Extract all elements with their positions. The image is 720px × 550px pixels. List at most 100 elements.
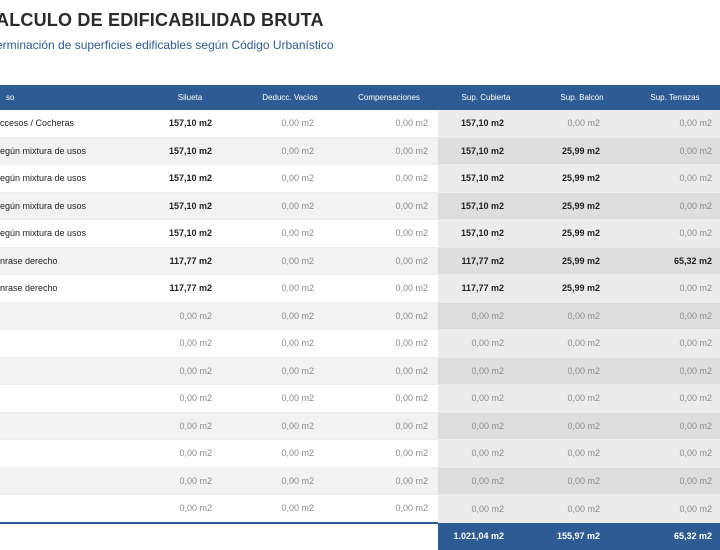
cell-silueta: 0,00 m2: [140, 357, 240, 385]
cell-deducc-vacios: 0,00 m2: [240, 412, 340, 440]
cell-deducc-vacios: 0,00 m2: [240, 494, 340, 523]
cell-sup-balcon: 25,99 m2: [534, 137, 630, 165]
cell-uso: nrase derecho: [0, 274, 140, 303]
column-header-uso: so: [0, 85, 140, 110]
cell-uso: egún mixtura de usos: [0, 192, 140, 220]
cell-sup-balcon: 25,99 m2: [534, 274, 630, 303]
cell-uso: [0, 439, 140, 468]
cell-deducc-vacios: 0,00 m2: [240, 192, 340, 220]
cell-sup-terrazas: 0,00 m2: [630, 274, 720, 303]
cell-silueta: 0,00 m2: [140, 439, 240, 468]
table-row: 0,00 m2 0,00 m2 0,00 m2 0,00 m2 0,00 m2 0,00 …: [0, 467, 720, 495]
cell-sup-cubierta: 0,00 m2: [438, 302, 534, 330]
cell-uso: [0, 494, 140, 523]
cell-deducc-vacios: 0,00 m2: [240, 247, 340, 275]
table-row: ccesos / Cocheras 157,10 m2 0,00 m2 0,00 m2…: [0, 110, 720, 138]
table-row: nrase derecho 117,77 m2 0,00 m2 0,00 m2 117,…: [0, 274, 720, 303]
cell-deducc-vacios: 0,00 m2: [240, 137, 340, 165]
column-header-deducc-vacios: Deducc. Vacíos: [240, 85, 340, 110]
cell-sup-terrazas: 0,00 m2: [630, 494, 720, 523]
table-row: 0,00 m2 0,00 m2 0,00 m2 0,00 m2 0,00 m2 0,00 …: [0, 412, 720, 440]
cell-sup-balcon: 25,99 m2: [534, 219, 630, 248]
cell-sup-cubierta: 117,77 m2: [438, 247, 534, 275]
cell-sup-cubierta: 0,00 m2: [438, 494, 534, 523]
totals-spacer: [0, 521, 140, 550]
cell-silueta: 0,00 m2: [140, 302, 240, 330]
cell-silueta: 117,77 m2: [140, 274, 240, 303]
cell-sup-balcon: 0,00 m2: [534, 439, 630, 468]
cell-sup-terrazas: 0,00 m2: [630, 412, 720, 440]
cell-sup-balcon: 0,00 m2: [534, 302, 630, 330]
cell-sup-balcon: 0,00 m2: [534, 412, 630, 440]
cell-compensaciones: 0,00 m2: [340, 384, 438, 413]
cell-deducc-vacios: 0,00 m2: [240, 302, 340, 330]
page-title: ALCULO DE EDIFICABILIDAD BRUTA: [0, 10, 324, 30]
cell-compensaciones: 0,00 m2: [340, 357, 438, 385]
cell-sup-terrazas: 0,00 m2: [630, 137, 720, 165]
cell-sup-balcon: 0,00 m2: [534, 329, 630, 358]
cell-sup-cubierta: 0,00 m2: [438, 412, 534, 440]
cell-sup-cubierta: 157,10 m2: [438, 110, 534, 138]
cell-uso: [0, 357, 140, 385]
cell-sup-terrazas: 0,00 m2: [630, 192, 720, 220]
cell-sup-terrazas: 0,00 m2: [630, 384, 720, 413]
cell-sup-cubierta: 0,00 m2: [438, 384, 534, 413]
table-row: 0,00 m2 0,00 m2 0,00 m2 0,00 m2 0,00 m2 0,00 …: [0, 439, 720, 468]
cell-uso: [0, 302, 140, 330]
total-sup-terrazas: 65,32 m2: [630, 522, 720, 550]
cell-sup-balcon: 0,00 m2: [534, 467, 630, 495]
cell-sup-balcon: 25,99 m2: [534, 247, 630, 275]
table-row: egún mixtura de usos 157,10 m2 0,00 m2 0,00…: [0, 192, 720, 220]
cell-deducc-vacios: 0,00 m2: [240, 219, 340, 248]
table-totals-row: 1.021,04 m2 155,97 m2 65,32 m2: [0, 521, 720, 550]
cell-sup-cubierta: 117,77 m2: [438, 274, 534, 303]
table-row: 0,00 m2 0,00 m2 0,00 m2 0,00 m2 0,00 m2 0,00 …: [0, 302, 720, 330]
cell-compensaciones: 0,00 m2: [340, 247, 438, 275]
table-row: nrase derecho 117,77 m2 0,00 m2 0,00 m2 117,…: [0, 247, 720, 275]
cell-compensaciones: 0,00 m2: [340, 274, 438, 303]
cell-uso: egún mixtura de usos: [0, 219, 140, 248]
column-header-sup-balcon: Sup. Balcón: [534, 85, 630, 110]
cell-sup-cubierta: 0,00 m2: [438, 439, 534, 468]
cell-compensaciones: 0,00 m2: [340, 494, 438, 523]
cell-sup-terrazas: 0,00 m2: [630, 302, 720, 330]
cell-compensaciones: 0,00 m2: [340, 302, 438, 330]
edificabilidad-table: so Silueta Deducc. Vacíos Compensaciones Sup…: [0, 85, 720, 550]
table-row: egún mixtura de usos 157,10 m2 0,00 m2 0,00…: [0, 164, 720, 193]
cell-uso: egún mixtura de usos: [0, 164, 140, 193]
cell-compensaciones: 0,00 m2: [340, 467, 438, 495]
cell-sup-cubierta: 157,10 m2: [438, 192, 534, 220]
table-row: 0,00 m2 0,00 m2 0,00 m2 0,00 m2 0,00 m2 0,00 …: [0, 494, 720, 523]
cell-uso: nrase derecho: [0, 247, 140, 275]
table-row: 0,00 m2 0,00 m2 0,00 m2 0,00 m2 0,00 m2 0,00 …: [0, 357, 720, 385]
cell-sup-balcon: 0,00 m2: [534, 494, 630, 523]
cell-sup-cubierta: 0,00 m2: [438, 467, 534, 495]
cell-deducc-vacios: 0,00 m2: [240, 439, 340, 468]
cell-silueta: 157,10 m2: [140, 192, 240, 220]
cell-sup-terrazas: 0,00 m2: [630, 467, 720, 495]
cell-deducc-vacios: 0,00 m2: [240, 110, 340, 138]
column-header-silueta: Silueta: [140, 85, 240, 110]
cell-compensaciones: 0,00 m2: [340, 137, 438, 165]
column-header-sup-cubierta: Sup. Cubierta: [438, 85, 534, 110]
cell-silueta: 117,77 m2: [140, 247, 240, 275]
cell-silueta: 157,10 m2: [140, 164, 240, 193]
cell-compensaciones: 0,00 m2: [340, 110, 438, 138]
cell-uso: egún mixtura de usos: [0, 137, 140, 165]
cell-uso: [0, 384, 140, 413]
cell-silueta: 0,00 m2: [140, 494, 240, 523]
cell-sup-terrazas: 0,00 m2: [630, 164, 720, 193]
cell-compensaciones: 0,00 m2: [340, 164, 438, 193]
column-header-compensaciones: Compensaciones: [340, 85, 438, 110]
cell-silueta: 0,00 m2: [140, 412, 240, 440]
cell-silueta: 0,00 m2: [140, 384, 240, 413]
column-header-sup-terrazas: Sup. Terrazas: [630, 85, 720, 110]
table-row: 0,00 m2 0,00 m2 0,00 m2 0,00 m2 0,00 m2 0,00 …: [0, 384, 720, 413]
cell-uso: [0, 412, 140, 440]
cell-sup-balcon: 0,00 m2: [534, 384, 630, 413]
cell-compensaciones: 0,00 m2: [340, 192, 438, 220]
cell-sup-cubierta: 0,00 m2: [438, 329, 534, 358]
total-sup-balcon: 155,97 m2: [534, 522, 630, 550]
cell-deducc-vacios: 0,00 m2: [240, 164, 340, 193]
cell-sup-balcon: 0,00 m2: [534, 110, 630, 138]
